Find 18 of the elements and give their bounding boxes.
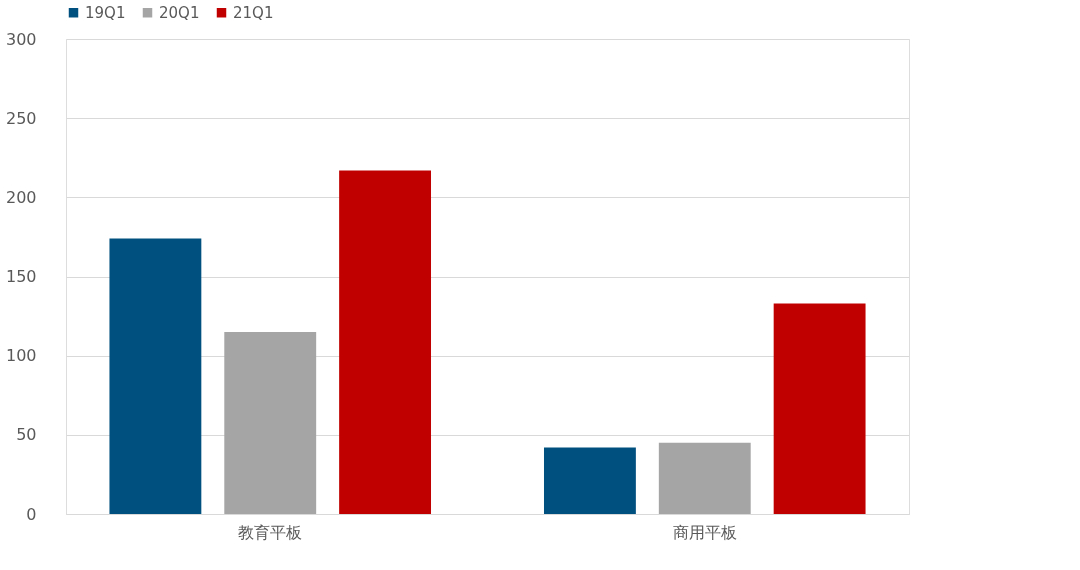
y-tick-label: 200 <box>5 187 37 207</box>
legend-label: 20Q1 <box>159 3 200 22</box>
bar <box>773 303 866 514</box>
y-tick-label: 150 <box>5 267 37 286</box>
legend-label: 19Q1 <box>85 3 126 22</box>
bar <box>224 331 317 514</box>
y-tick-label: 300 <box>5 29 37 49</box>
y-tick-label: 100 <box>5 346 37 366</box>
bar <box>658 442 751 514</box>
bar <box>339 170 432 514</box>
y-tick-label: 0 <box>26 504 37 524</box>
y-tick-label: 50 <box>16 425 37 445</box>
bar <box>543 447 636 514</box>
bar <box>109 238 202 514</box>
y-tick-label: 250 <box>5 108 37 128</box>
x-tick-label: 商用平板 <box>672 522 737 542</box>
legend-label: 21Q1 <box>233 3 274 22</box>
x-tick-label: 教育平板 <box>238 522 303 542</box>
